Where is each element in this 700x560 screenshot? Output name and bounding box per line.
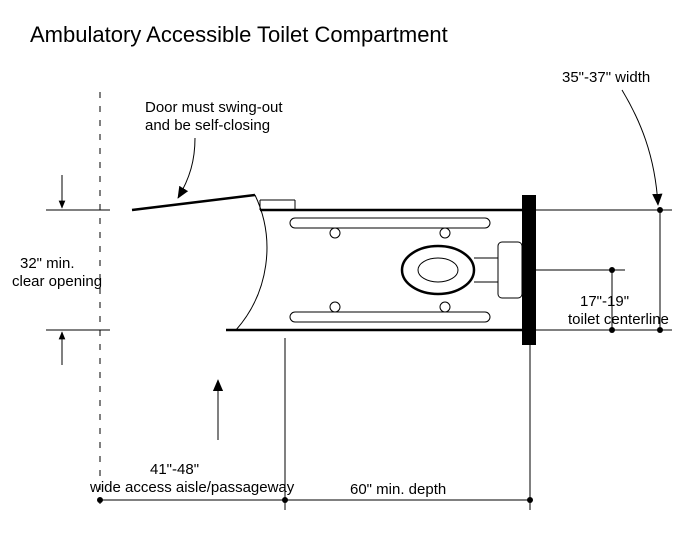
door (132, 195, 267, 330)
page-title: Ambulatory Accessible Toilet Compartment (30, 22, 448, 47)
dim-clear-opening: 32" min. clear opening (12, 175, 110, 365)
leader-door (178, 138, 195, 198)
svg-text:17"-19": 17"-19" (580, 293, 629, 310)
toilet-icon (402, 242, 522, 298)
back-wall (522, 195, 536, 345)
grab-bar-top (290, 218, 490, 238)
door-note-line1: Door must swing-out (145, 99, 283, 116)
door-note-line2: and be self-closing (145, 117, 270, 134)
svg-text:41"-48": 41"-48" (150, 461, 199, 478)
svg-text:clear opening: clear opening (12, 273, 102, 290)
svg-text:60" min. depth: 60" min. depth (350, 481, 446, 498)
svg-text:32" min.: 32" min. (20, 255, 75, 272)
dim-depth: 60" min. depth (282, 338, 533, 510)
svg-text:35"-37" width: 35"-37" width (562, 69, 650, 86)
dim-aisle: 41"-48" wide access aisle/passageway (89, 380, 295, 503)
svg-text:wide access aisle/passageway: wide access aisle/passageway (89, 479, 295, 496)
grab-bar-bottom (290, 302, 490, 322)
dim-centerline: 17"-19" toilet centerline (536, 267, 669, 333)
diagram-canvas: Ambulatory Accessible Toilet Compartment (0, 0, 700, 560)
svg-text:toilet centerline: toilet centerline (568, 311, 669, 328)
